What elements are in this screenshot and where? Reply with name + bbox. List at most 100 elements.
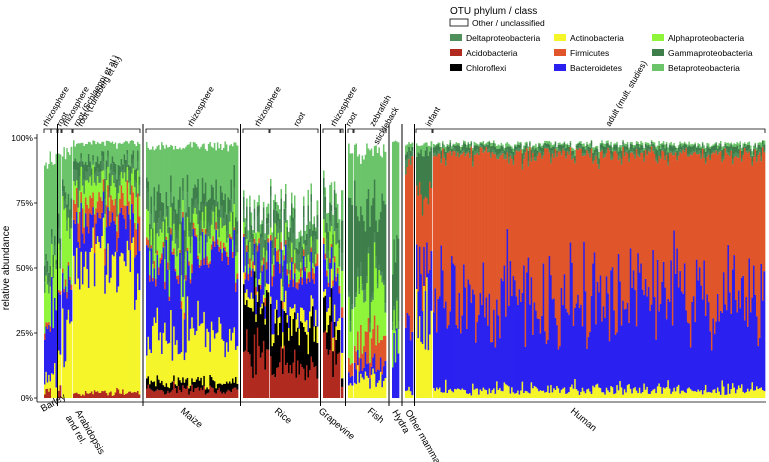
bar-segment-bacteroidetes <box>384 360 387 379</box>
bar-segment-betaproteobacteria <box>421 145 424 157</box>
bar-segment-gammaproteobacteria <box>446 145 449 152</box>
bar-segment-firmicutes <box>373 315 376 354</box>
bar-segment-deltaproteobacteria <box>159 211 162 230</box>
bar-segment-gammaproteobacteria <box>598 158 601 165</box>
legend-item-betaproteobacteria: Betaproteobacteria <box>652 63 740 73</box>
bar-segment-other-unclassified <box>460 138 462 147</box>
bar-segment-deltaproteobacteria <box>683 150 686 153</box>
legend-swatch-gammaproteobacteria <box>652 49 664 56</box>
bar-segment-firmicutes <box>598 168 601 293</box>
bar-segment-firmicutes <box>358 357 361 372</box>
bar-segment-chloroflexi <box>234 376 237 388</box>
bar-segment-other-unclassified <box>611 138 614 148</box>
bar-segment-firmicutes <box>752 157 755 266</box>
bar-segment-gammaproteobacteria <box>700 148 703 155</box>
bar-segment-gammaproteobacteria <box>485 144 488 147</box>
bar-segment-bacteroidetes <box>527 257 530 393</box>
bar-segment-chloroflexi <box>309 328 311 371</box>
bar-segment-bacteroidetes <box>249 267 251 299</box>
bar-segment-other-unclassified <box>80 138 83 143</box>
bar-segment-other-unclassified <box>123 138 126 143</box>
bar-segment-alphaproteobacteria <box>326 258 328 271</box>
bar-segment-other-unclassified <box>706 138 709 143</box>
y-tick-label: 100% <box>11 133 33 143</box>
bar-segment-alphaproteobacteria <box>207 236 210 264</box>
bar-segment-gammaproteobacteria <box>628 149 631 159</box>
bar-segment-other-unclassified <box>75 138 78 144</box>
bar-segment-gammaproteobacteria <box>581 146 584 154</box>
bar-segment-bacteroidetes <box>670 260 673 394</box>
bar-segment-deltaproteobacteria <box>173 211 176 224</box>
bar-segment-bacteroidetes <box>583 241 586 392</box>
bar-segment-actinobacteria <box>659 386 662 398</box>
bar-segment-alphaproteobacteria <box>224 225 227 247</box>
bar-segment-other-unclassified <box>146 138 148 143</box>
bar-segment-other-unclassified <box>511 138 513 147</box>
bar-segment-actinobacteria <box>123 261 126 395</box>
bar-segment-bacteroidetes <box>658 311 661 384</box>
bar-segment-gammaproteobacteria <box>614 144 617 150</box>
bar-segment-deltaproteobacteria <box>307 221 310 255</box>
bar-segment-alphaproteobacteria <box>131 173 133 186</box>
bar-segment-betaproteobacteria <box>488 140 491 142</box>
bar-segment-other-unclassified <box>680 138 683 144</box>
bar-segment-betaproteobacteria <box>469 143 471 148</box>
bar-segment-gammaproteobacteria <box>602 146 605 155</box>
bar-segment-other-unclassified <box>619 138 622 146</box>
bar-segment-deltaproteobacteria <box>613 150 616 152</box>
bar-segment-deltaproteobacteria <box>304 246 307 257</box>
bar-segment-bacteroidetes <box>448 325 450 391</box>
bar-segment-bacteroidetes <box>107 207 110 244</box>
bar-segment-betaproteobacteria <box>736 141 739 146</box>
bar-segment-other-unclassified <box>614 138 617 144</box>
bar-segment-deltaproteobacteria <box>108 191 111 198</box>
host-label-other-mammals: Other mammals <box>402 408 445 462</box>
bar-segment-deltaproteobacteria <box>149 236 151 252</box>
bar-segment-deltaproteobacteria <box>632 151 635 155</box>
bar-segment-betaproteobacteria <box>685 143 688 145</box>
bar-segment-actinobacteria <box>727 383 730 398</box>
bar-segment-firmicutes <box>524 152 527 347</box>
bar-segment-betaproteobacteria <box>367 148 370 189</box>
bar-segment-firmicutes <box>427 204 430 274</box>
bar-segment-bacteroidetes <box>535 310 537 387</box>
y-tick-label: 25% <box>16 328 33 338</box>
bar-segment-actinobacteria <box>629 388 632 398</box>
bar-segment-deltaproteobacteria <box>746 150 749 154</box>
bar-segment-actinobacteria <box>656 386 659 398</box>
bar-segment-gammaproteobacteria <box>297 249 299 255</box>
bar-segment-deltaproteobacteria <box>63 201 66 210</box>
bar-segment-firmicutes <box>99 197 102 219</box>
bar-segment-actinobacteria <box>376 382 379 398</box>
bar-segment-alphaproteobacteria <box>261 260 264 266</box>
legend-swatch-firmicutes <box>554 49 566 56</box>
bar-segment-bacteroidetes <box>372 357 375 369</box>
bar-segment-firmicutes <box>602 158 605 307</box>
bar-segment-actinobacteria <box>611 387 614 398</box>
bar-segment-deltaproteobacteria <box>396 297 398 301</box>
bar-segment-other-unclassified <box>373 138 376 147</box>
bar-segment-other-unclassified <box>326 138 328 214</box>
bar-segment-bacteroidetes <box>101 212 104 236</box>
bar-segment-bacteroidetes <box>236 279 239 347</box>
bar-segment-actinobacteria <box>358 382 361 398</box>
bar-segment-actinobacteria <box>165 340 168 384</box>
bar-segment-firmicutes <box>152 277 154 282</box>
bar-segment-acidobacteria <box>336 354 339 398</box>
bar-segment-deltaproteobacteria <box>560 153 563 156</box>
bar-segment-firmicutes <box>520 149 522 302</box>
bar-segment-actinobacteria <box>470 395 473 398</box>
bar-segment-betaproteobacteria <box>185 146 188 213</box>
bar-segment-other-unclassified <box>110 138 113 143</box>
bar-segment-gammaproteobacteria <box>554 142 557 147</box>
bar-segment-bacteroidetes <box>488 293 491 389</box>
bar-segment-deltaproteobacteria <box>614 149 617 152</box>
bar-segment-other-unclassified <box>559 138 562 143</box>
bar-segment-betaproteobacteria <box>620 145 623 151</box>
bar-segment-betaproteobacteria <box>63 147 66 186</box>
bar-segment-betaproteobacteria <box>512 148 515 152</box>
bar-segment-firmicutes <box>159 258 162 264</box>
bar-segment-gammaproteobacteria <box>171 202 174 226</box>
bar-segment-bacteroidetes <box>647 286 650 394</box>
bar-segment-deltaproteobacteria <box>113 172 116 184</box>
